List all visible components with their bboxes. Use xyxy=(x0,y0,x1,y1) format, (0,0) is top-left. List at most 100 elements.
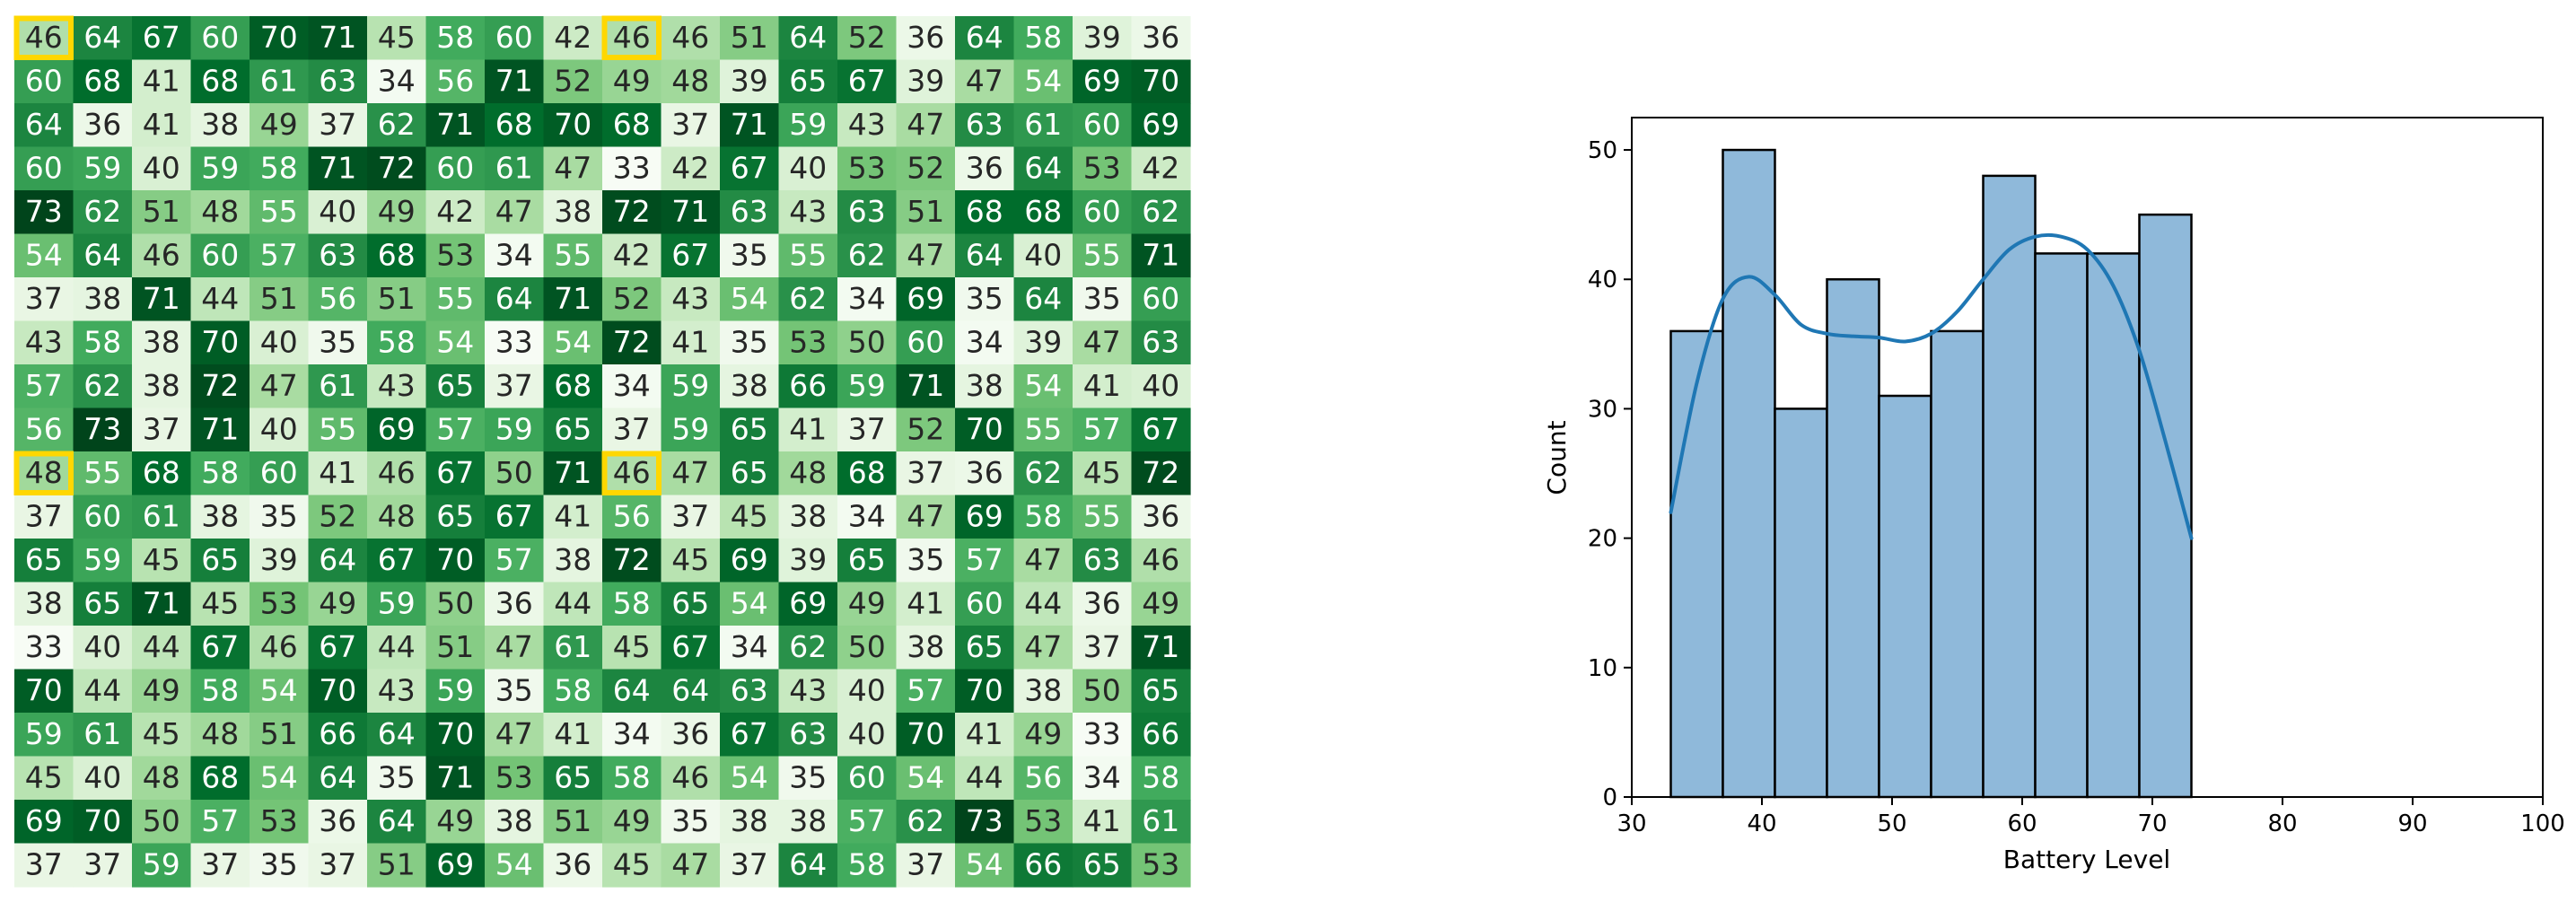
heatmap-cell xyxy=(602,582,662,626)
heatmap-cell xyxy=(720,146,780,191)
heatmap-cell xyxy=(896,190,956,235)
heatmap-cell xyxy=(896,626,956,670)
heatmap-cell-label: 38 xyxy=(1024,672,1062,707)
heatmap-cell xyxy=(543,843,603,888)
heatmap-cell-label: 55 xyxy=(260,194,298,229)
y-tick-label: 10 xyxy=(1588,655,1617,682)
heatmap-cell-label: 70 xyxy=(83,803,121,838)
heatmap-cell-label: 54 xyxy=(495,846,533,881)
heatmap-cell xyxy=(250,16,310,61)
heatmap-cell xyxy=(73,843,133,888)
heatmap-cell xyxy=(720,756,780,801)
heatmap-cell-label: 54 xyxy=(907,759,944,794)
heatmap-cell-label: 37 xyxy=(83,846,121,881)
heatmap-cell-label: 37 xyxy=(671,498,709,533)
heatmap-cell xyxy=(73,16,133,61)
heatmap-cell-label: 35 xyxy=(789,759,827,794)
heatmap-cell-label: 70 xyxy=(436,716,474,751)
heatmap-cell xyxy=(896,669,956,714)
heatmap-cell xyxy=(1013,582,1073,626)
heatmap-cell xyxy=(367,233,427,278)
x-axis-label: Battery Level xyxy=(2003,845,2170,874)
heatmap-cell xyxy=(955,407,1015,452)
heatmap-cell xyxy=(720,582,780,626)
heatmap-cell xyxy=(1013,800,1073,845)
heatmap-cell-label: 65 xyxy=(83,585,121,620)
heatmap-cell-label: 39 xyxy=(789,542,827,577)
heatmap-cell xyxy=(543,626,603,670)
heatmap-cell-label: 58 xyxy=(848,846,886,881)
heatmap-cell-label: 53 xyxy=(1024,803,1062,838)
heatmap-cell xyxy=(14,407,74,452)
heatmap-cell-label: 60 xyxy=(1083,194,1121,229)
heatmap-cell xyxy=(955,59,1015,104)
heatmap-cell-label: 42 xyxy=(613,237,651,272)
heatmap-cell xyxy=(896,756,956,801)
heatmap-cell-label: 44 xyxy=(83,672,121,707)
heatmap-cell xyxy=(485,626,545,670)
heatmap-cell-label: 65 xyxy=(671,585,709,620)
heatmap-cell-label: 35 xyxy=(1083,281,1121,316)
heatmap-cell xyxy=(14,713,74,758)
heatmap-cell xyxy=(1073,539,1133,583)
heatmap-cell xyxy=(955,146,1015,191)
heatmap-cell xyxy=(602,539,662,583)
heatmap-cell-label: 50 xyxy=(848,629,886,664)
heatmap-cell xyxy=(367,190,427,235)
heatmap-cell xyxy=(14,59,74,104)
heatmap-cell-label: 40 xyxy=(260,324,298,359)
heatmap-cell-label: 59 xyxy=(671,411,709,446)
heatmap-cell xyxy=(425,669,486,714)
heatmap-cell xyxy=(367,146,427,191)
heatmap-cell-label: 36 xyxy=(83,107,121,142)
heatmap-cell-label: 38 xyxy=(83,281,121,316)
heatmap-cell-label: 64 xyxy=(966,237,1003,272)
x-tick-label: 80 xyxy=(2267,810,2297,837)
heatmap-cell-label: 56 xyxy=(436,63,474,98)
heatmap-cell xyxy=(543,756,603,801)
heatmap-cell-label: 58 xyxy=(613,759,651,794)
heatmap-cell-label: 65 xyxy=(436,368,474,403)
heatmap-cell xyxy=(73,103,133,148)
heatmap-cell-label: 60 xyxy=(495,20,533,55)
heatmap-cell xyxy=(367,713,427,758)
heatmap-cell-label: 37 xyxy=(25,846,63,881)
heatmap-cell-label: 48 xyxy=(201,194,239,229)
heatmap-cell-label: 47 xyxy=(907,237,944,272)
heatmap-cell-label: 61 xyxy=(554,629,591,664)
heatmap-cell-label: 70 xyxy=(554,107,591,142)
heatmap-cell-label: 49 xyxy=(143,672,180,707)
heatmap-cell-label: 60 xyxy=(201,20,239,55)
heatmap-cell xyxy=(896,146,956,191)
heatmap-cell xyxy=(14,495,74,539)
heatmap-cell xyxy=(132,582,192,626)
heatmap-cell xyxy=(1013,843,1073,888)
heatmap-cell-label: 56 xyxy=(1024,759,1062,794)
heatmap-cell-label: 57 xyxy=(260,237,298,272)
heatmap-cell-label: 37 xyxy=(1083,629,1121,664)
heatmap-cell xyxy=(367,626,427,670)
heatmap-cell xyxy=(1013,756,1073,801)
heatmap-cell-label: 62 xyxy=(789,629,827,664)
heatmap-cell-label: 47 xyxy=(671,455,709,490)
heatmap-cell-label: 72 xyxy=(378,150,416,185)
heatmap-cell xyxy=(720,320,780,365)
heatmap-cell xyxy=(132,843,192,888)
heatmap-cell-label: 35 xyxy=(319,324,356,359)
heatmap-cell-label: 70 xyxy=(966,672,1003,707)
heatmap-cell-label: 40 xyxy=(143,150,180,185)
heatmap-cell-label: 40 xyxy=(83,759,121,794)
heatmap-cell xyxy=(1131,59,1191,104)
heatmap-cell xyxy=(1013,233,1073,278)
heatmap-cell xyxy=(250,713,310,758)
heatmap-cell xyxy=(1131,407,1191,452)
heatmap-cell xyxy=(1073,59,1133,104)
heatmap-cell xyxy=(896,451,956,496)
heatmap-cell xyxy=(308,756,368,801)
heatmap-cell xyxy=(778,146,838,191)
heatmap-cell xyxy=(190,146,250,191)
heatmap-cell-label: 48 xyxy=(671,63,709,98)
heatmap-cell xyxy=(602,190,662,235)
heatmap-cell-label: 47 xyxy=(1083,324,1121,359)
